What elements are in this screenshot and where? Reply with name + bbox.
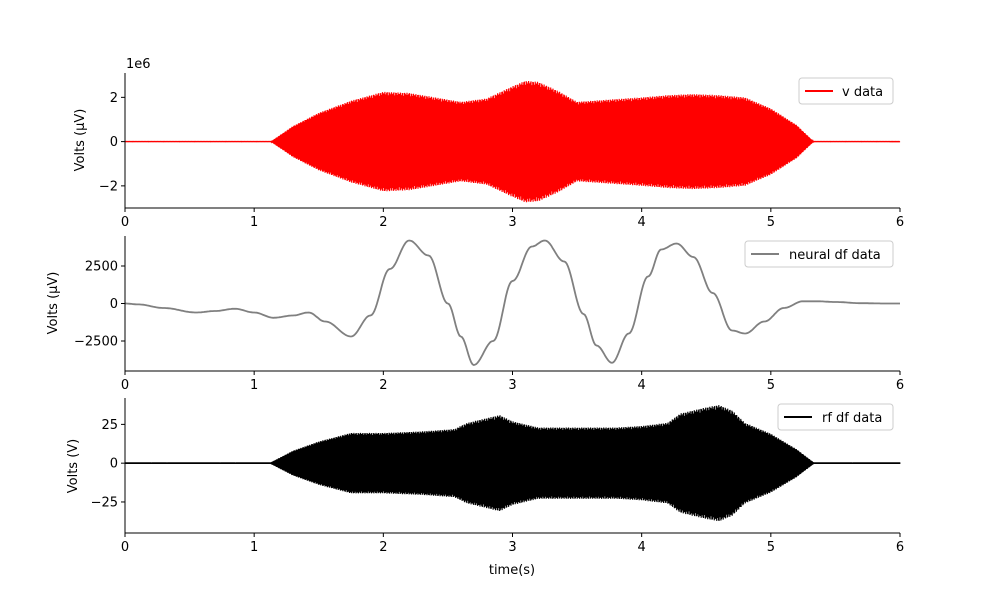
y-axis-label: Volts (μV) [73, 109, 88, 172]
y-tick-label: 0 [110, 297, 118, 312]
x-tick-label: 3 [508, 540, 516, 555]
y-axis-label: Volts (μV) [46, 272, 61, 335]
x-tick-label: 5 [767, 215, 775, 230]
x-tick-label: 6 [896, 540, 904, 555]
x-axis-label: time(s) [489, 563, 535, 578]
y-tick-label: −2500 [74, 335, 118, 350]
y-tick-label: −25 [91, 495, 118, 510]
legend-label: neural df data [789, 248, 881, 263]
series-line [124, 405, 901, 521]
y-tick-label: −2 [99, 179, 118, 194]
x-tick-label: 0 [121, 540, 129, 555]
y-tick-label: 0 [110, 135, 118, 150]
y-axis-label: Volts (V) [66, 439, 81, 494]
legend-box [777, 403, 894, 431]
offset-label: 1e6 [126, 57, 151, 72]
x-tick-label: 6 [896, 378, 904, 393]
y-tick-label: 2 [110, 91, 118, 106]
x-tick-label: 3 [508, 215, 516, 230]
series-line [124, 80, 901, 203]
x-tick-label: 4 [638, 215, 646, 230]
panel-neural-df-data: Volts (μV) 0 1 2 3 4 5 6 −2500 0 2500 neural df d… [46, 236, 904, 393]
x-tick-label: 1 [250, 378, 258, 393]
x-tick-label: 4 [638, 540, 646, 555]
legend-label: rf df data [822, 411, 882, 426]
x-tick-label: 5 [767, 540, 775, 555]
x-tick-label: 5 [767, 378, 775, 393]
x-tick-label: 0 [121, 378, 129, 393]
x-tick-label: 6 [896, 215, 904, 230]
legend: v data [798, 77, 894, 105]
y-tick-label: 25 [101, 418, 118, 433]
y-tick-label: 2500 [85, 260, 118, 275]
plot-area: 0 1 2 3 4 5 6 −2 0 2 [99, 73, 904, 230]
legend-box [744, 240, 894, 268]
panel-rf-df-data: Volts (V) 0 1 2 3 4 5 6 −25 0 25 rf df data time(… [66, 398, 904, 578]
legend: neural df data [744, 240, 894, 268]
legend: rf df data [777, 403, 894, 431]
panel-v-data: 1e6 Volts (μV) 0 1 2 3 4 5 6 −2 0 2 v data [73, 57, 904, 230]
x-tick-label: 1 [250, 540, 258, 555]
y-tick-label: 0 [110, 457, 118, 472]
x-tick-label: 2 [379, 215, 387, 230]
plot-area: 0 1 2 3 4 5 6 −25 0 25 [91, 398, 904, 555]
legend-label: v data [842, 85, 883, 100]
legend-box [798, 77, 894, 105]
plot-area: 0 1 2 3 4 5 6 −2500 0 2500 [74, 236, 904, 393]
x-tick-label: 4 [638, 378, 646, 393]
x-tick-label: 2 [379, 378, 387, 393]
x-tick-label: 2 [379, 540, 387, 555]
x-tick-label: 0 [121, 215, 129, 230]
x-tick-label: 1 [250, 215, 258, 230]
series-line [125, 239, 900, 366]
x-tick-label: 3 [508, 378, 516, 393]
